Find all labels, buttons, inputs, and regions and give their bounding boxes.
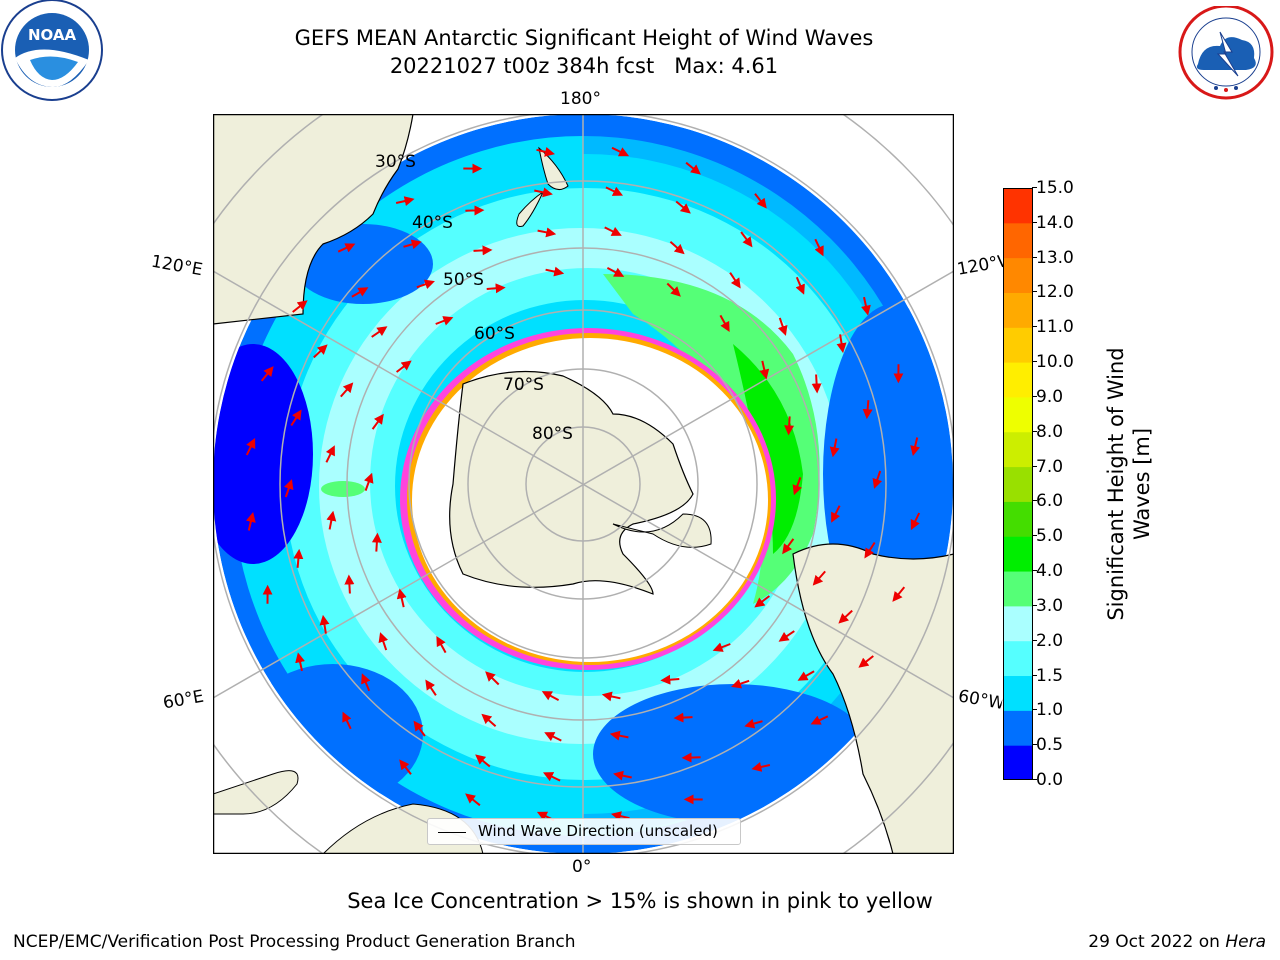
- colorbar-tick-label: 9.0: [1036, 388, 1063, 406]
- polar-map: [213, 114, 954, 854]
- colorbar-swatch: [1003, 710, 1033, 745]
- colorbar-swatch: [1003, 745, 1033, 780]
- colorbar-swatch: [1003, 536, 1033, 571]
- sea-ice-note: Sea Ice Concentration > 15% is shown in …: [0, 889, 1280, 913]
- wave-arrow: [376, 538, 377, 552]
- title-line-2: 20221027 t00z 384h fcst Max: 4.61: [390, 54, 778, 78]
- legend-line-swatch: [438, 832, 466, 833]
- noaa-logo-text: NOAA: [28, 26, 77, 44]
- noaa-logo: NOAA: [0, 0, 104, 104]
- colorbar-swatch: [1003, 676, 1033, 711]
- wave-arrow: [298, 554, 299, 568]
- colorbar-tick-label: 4.0: [1036, 562, 1063, 580]
- colorbar-swatch: [1003, 188, 1033, 223]
- wave-arrow: [789, 416, 790, 430]
- lon-label-180: 180°: [560, 89, 601, 109]
- colorbar-swatch: [1003, 571, 1033, 606]
- wave-arrow: [474, 250, 488, 251]
- date-text: 29 Oct 2022 on: [1088, 932, 1220, 952]
- title-line-1: GEFS MEAN Antarctic Significant Height o…: [295, 26, 874, 50]
- colorbar-tick-label: 0.0: [1036, 771, 1063, 789]
- colorbar-tick-label: 12.0: [1036, 283, 1074, 301]
- credit-line: NCEP/EMC/Verification Post Processing Pr…: [13, 932, 576, 952]
- wave-arrow: [487, 288, 501, 289]
- wave-arrow: [816, 375, 817, 389]
- lon-label-60e: 60°E: [162, 687, 206, 714]
- colorbar-swatch: [1003, 292, 1033, 327]
- lat-label-70s: 70°S: [503, 375, 544, 395]
- colorbar-label-line-2: Waves [m]: [1130, 428, 1154, 540]
- lat-label-40s: 40°S: [412, 213, 453, 233]
- lon-label-60w: 60°W: [957, 686, 1004, 713]
- colorbar-swatch: [1003, 397, 1033, 432]
- lon-label-120e: 120°E: [150, 252, 204, 281]
- colorbar-label-line-1: Significant Height of Wind: [1104, 347, 1128, 620]
- chart-title: GEFS MEAN Antarctic Significant Height o…: [0, 24, 1168, 80]
- legend-label: Wind Wave Direction (unscaled): [478, 819, 718, 844]
- colorbar-swatch: [1003, 501, 1033, 536]
- colorbar-swatch: [1003, 327, 1033, 362]
- colorbar-swatch: [1003, 258, 1033, 293]
- colorbar: [1003, 188, 1033, 780]
- colorbar-tick-label: 0.5: [1036, 736, 1063, 754]
- colorbar-tick-label: 7.0: [1036, 458, 1063, 476]
- colorbar-tick-label: 13.0: [1036, 249, 1074, 267]
- colorbar-tick-label: 3.0: [1036, 597, 1063, 615]
- colorbar-tick-label: 1.0: [1036, 701, 1063, 719]
- colorbar-swatch: [1003, 641, 1033, 676]
- lat-label-50s: 50°S: [443, 270, 484, 290]
- colorbar-tick-label: 14.0: [1036, 214, 1074, 232]
- colorbar-tick-label: 1.5: [1036, 667, 1063, 685]
- nws-logo: [1176, 6, 1280, 100]
- colorbar-swatch: [1003, 467, 1033, 502]
- date-line: 29 Oct 2022 on Hera: [1088, 932, 1266, 952]
- lat-label-30s: 30°S: [375, 152, 416, 172]
- wave-arrow: [665, 679, 679, 680]
- wave-arrow: [679, 717, 693, 718]
- lat-label-80s: 80°S: [532, 424, 573, 444]
- colorbar-tick-label: 11.0: [1036, 318, 1074, 336]
- colorbar-tick-label: 6.0: [1036, 492, 1063, 510]
- wave-arrow: [867, 400, 868, 414]
- lat-label-60s: 60°S: [474, 324, 515, 344]
- lon-label-120w: 120°W: [956, 252, 1005, 280]
- colorbar-tick-label: 5.0: [1036, 527, 1063, 545]
- colorbar-swatch: [1003, 606, 1033, 641]
- colorbar-tick-label: 15.0: [1036, 179, 1074, 197]
- lon-label-0: 0°: [572, 857, 591, 877]
- machine-name: Hera: [1225, 932, 1266, 952]
- map-legend: Wind Wave Direction (unscaled): [427, 818, 741, 845]
- wave-arrow: [349, 580, 350, 594]
- colorbar-tick-label: 10.0: [1036, 353, 1074, 371]
- colorbar-tick-label: 8.0: [1036, 423, 1063, 441]
- colorbar-swatch: [1003, 362, 1033, 397]
- colorbar-swatch: [1003, 223, 1033, 258]
- colorbar-tick-label: 2.0: [1036, 632, 1063, 650]
- colorbar-swatch: [1003, 432, 1033, 467]
